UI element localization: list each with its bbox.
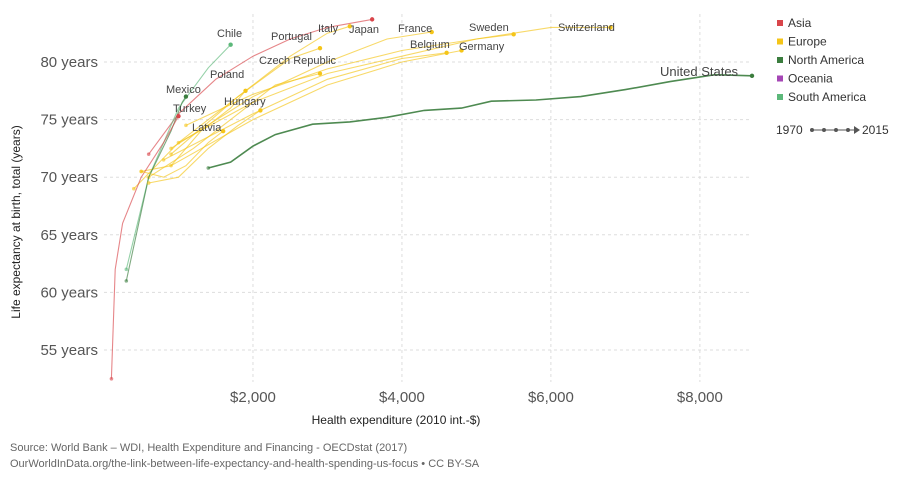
series-line — [148, 72, 321, 178]
time-range-dot — [822, 128, 826, 132]
legend-label: North America — [788, 53, 864, 67]
country-label: United States — [660, 64, 739, 79]
x-tick-label: $4,000 — [379, 389, 425, 406]
series-line — [185, 33, 514, 126]
time-range-dot — [834, 128, 838, 132]
series-line — [148, 109, 261, 184]
series-line — [170, 31, 432, 149]
series-end-point — [228, 42, 233, 47]
series-line — [141, 90, 246, 172]
legend-label: South America — [788, 90, 866, 104]
y-tick-label: 65 years — [40, 227, 98, 244]
country-label: Belgium — [410, 39, 450, 51]
series-line — [141, 130, 224, 178]
country-labels: Chile Portugal Italy Japan France Sweden Switz… — [166, 22, 739, 134]
country-label: Switzerland — [558, 22, 615, 34]
series-end-point — [183, 94, 189, 99]
series-end-point — [459, 48, 464, 53]
series-end-point — [258, 108, 263, 113]
series-end-point — [220, 128, 226, 134]
y-tick-label: 70 years — [40, 169, 98, 186]
series-line — [133, 47, 321, 190]
legend-swatch — [777, 94, 783, 100]
series-start-point — [124, 267, 129, 272]
grid — [104, 14, 752, 382]
series-end-point — [317, 45, 323, 51]
series-end-point — [749, 73, 755, 79]
series-start-point — [131, 186, 136, 191]
country-label: Czech Republic — [259, 55, 337, 67]
y-axis-ticks: 55 years 60 years 65 years 70 years 75 years… — [40, 54, 98, 359]
series-end-point — [317, 71, 323, 76]
series-end-point — [243, 88, 248, 94]
country-label: Sweden — [469, 22, 509, 34]
series-start-point — [169, 152, 173, 156]
country-label: Germany — [459, 41, 505, 53]
series-line — [170, 25, 350, 155]
series-end-point — [369, 17, 375, 22]
source-note: Source: World Bank – WDI, Health Expendi… — [10, 442, 407, 454]
series-end-point — [176, 113, 181, 119]
time-range-arrow — [854, 126, 860, 134]
legend-swatch — [777, 57, 783, 63]
series-end-point — [608, 25, 613, 30]
legend-label: Asia — [788, 16, 812, 30]
series-start-point — [124, 279, 129, 283]
series-end-point — [347, 24, 352, 29]
country-label: Latvia — [192, 122, 222, 134]
x-tick-label: $2,000 — [230, 389, 276, 406]
x-axis-title: Health expenditure (2010 int.-$) — [312, 413, 481, 427]
legend[interactable]: Asia Europe North America Oceania South Amer… — [777, 16, 866, 104]
country-label: Mexico — [166, 84, 201, 96]
series-lines — [109, 17, 755, 381]
series-start-point — [146, 152, 151, 156]
x-tick-label: $8,000 — [677, 389, 723, 406]
series-start-point — [146, 181, 151, 185]
time-range-end: 2015 — [862, 123, 889, 137]
country-label: Italy — [318, 23, 339, 35]
legend-swatch — [777, 75, 783, 82]
series-end-point — [511, 32, 516, 37]
country-label: Portugal — [271, 31, 312, 43]
y-tick-label: 55 years — [40, 342, 98, 359]
country-label: France — [398, 23, 432, 35]
series-line — [208, 73, 753, 169]
series-start-point — [139, 169, 144, 174]
y-tick-label: 75 years — [40, 112, 98, 129]
legend-swatch — [777, 20, 783, 26]
time-range-start: 1970 — [776, 123, 803, 137]
time-range-control[interactable]: 1970 2015 — [776, 123, 889, 137]
series-end-point — [429, 29, 434, 35]
series-line — [125, 96, 187, 282]
series-line — [110, 115, 179, 379]
legend-label: Europe — [788, 35, 827, 49]
y-tick-label: 60 years — [40, 284, 98, 301]
legend-swatch — [777, 38, 783, 45]
series-start-point — [184, 123, 188, 128]
x-axis-ticks: $2,000 $4,000 $6,000 $8,000 — [230, 389, 723, 406]
country-label: Hungary — [224, 96, 266, 108]
legend-label: Oceania — [788, 72, 833, 86]
time-range-dot — [846, 128, 850, 132]
time-range-dot — [810, 128, 814, 132]
country-label: Poland — [210, 69, 244, 81]
source-url[interactable]: OurWorldInData.org/the-link-between-life… — [10, 458, 480, 470]
country-label: Chile — [217, 28, 242, 40]
y-tick-label: 80 years — [40, 54, 98, 71]
x-tick-label: $6,000 — [528, 389, 574, 406]
series-start-point — [206, 166, 211, 170]
series-line — [125, 44, 231, 270]
country-label: Japan — [349, 24, 379, 36]
y-axis-title: Life expectancy at birth, total (years) — [9, 125, 23, 318]
series-line — [148, 18, 373, 155]
country-label: Turkey — [173, 103, 207, 115]
series-start-point — [109, 377, 114, 381]
series-end-point — [444, 50, 449, 55]
